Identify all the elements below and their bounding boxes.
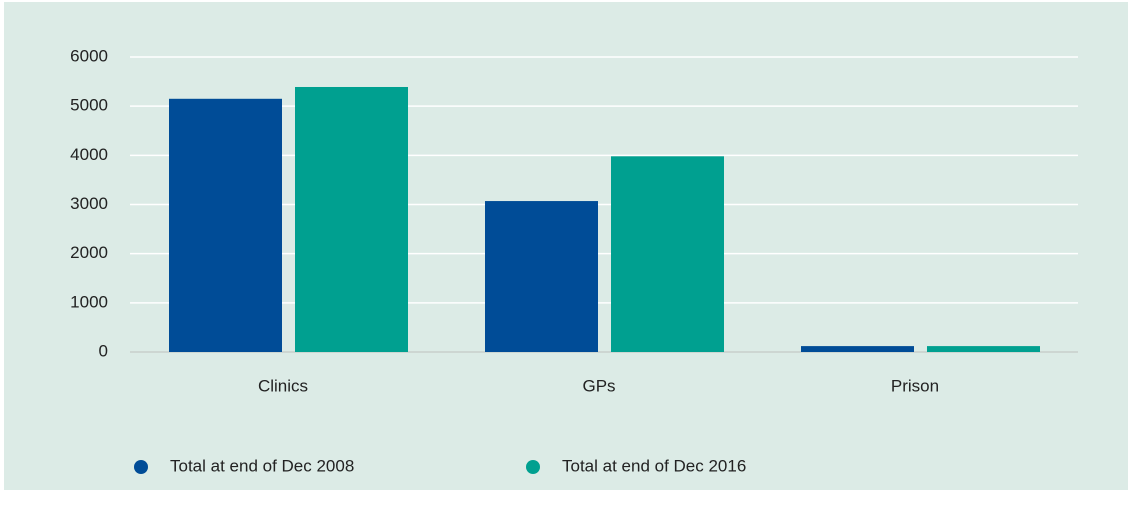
y-tick-label: 0	[99, 341, 108, 360]
x-tick-label: Prison	[891, 376, 939, 395]
y-tick-label: 4000	[70, 145, 108, 164]
legend-label: Total at end of Dec 2008	[170, 456, 354, 475]
bar	[295, 86, 408, 352]
x-tick-label: GPs	[582, 376, 615, 395]
y-tick-label: 1000	[70, 292, 108, 311]
bar	[927, 346, 1040, 352]
legend-marker	[134, 460, 148, 474]
bar	[485, 201, 598, 352]
x-tick-label: Clinics	[258, 376, 308, 395]
y-tick-label: 3000	[70, 194, 108, 213]
bar	[169, 98, 282, 353]
y-tick-label: 2000	[70, 243, 108, 262]
legend-marker	[526, 460, 540, 474]
bar	[611, 156, 724, 352]
y-tick-label: 6000	[70, 46, 108, 65]
legend-label: Total at end of Dec 2016	[562, 456, 746, 475]
y-tick-label: 5000	[70, 96, 108, 115]
bar	[801, 346, 914, 352]
